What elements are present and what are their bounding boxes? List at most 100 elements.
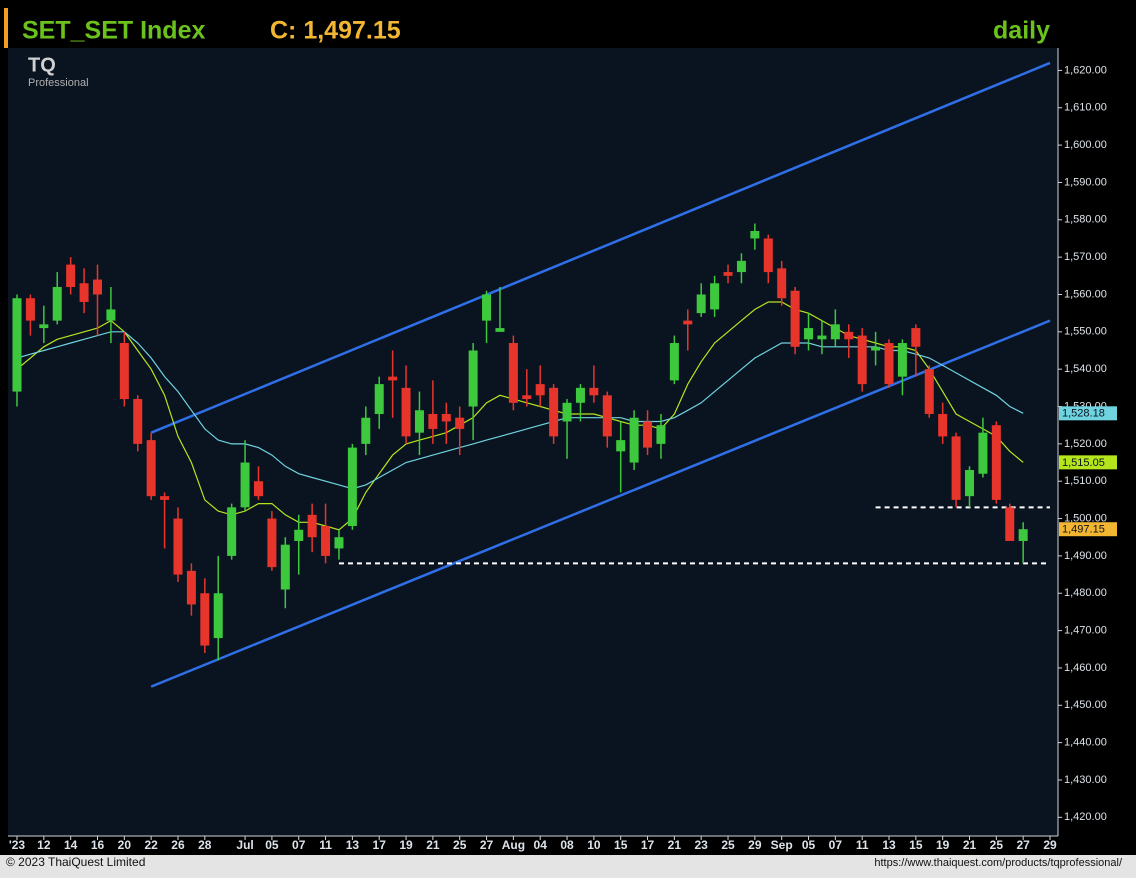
x-tick-label: 05 [265, 838, 279, 852]
moving-average [16, 331, 1024, 490]
y-tick-label: 1,550.00 [1064, 326, 1107, 338]
x-tick-label: '23 [9, 838, 26, 852]
candle-body [388, 376, 398, 381]
candle-body [173, 518, 183, 575]
x-tick-label: 27 [480, 838, 494, 852]
copyright: © 2023 ThaiQuest Limited [6, 855, 145, 869]
candle-body [897, 343, 907, 377]
y-tick-label: 1,490.00 [1064, 550, 1107, 562]
candle-body [200, 593, 210, 646]
footer-bar [0, 855, 1136, 878]
candle-body [750, 230, 760, 239]
candle-body [643, 421, 653, 448]
candle-body [911, 328, 921, 347]
x-tick-label: 13 [882, 838, 896, 852]
candle-body [710, 283, 720, 310]
candle-body [455, 417, 465, 429]
candle-body [790, 290, 800, 347]
x-tick-label: 21 [668, 838, 682, 852]
candle-body [495, 328, 505, 332]
x-tick-label: 19 [399, 838, 413, 852]
candle-body [12, 298, 22, 392]
candle-body [428, 413, 438, 429]
candle-body [616, 440, 626, 452]
candle-body [575, 387, 585, 403]
x-tick-label: 07 [292, 838, 306, 852]
value-label-box [1059, 455, 1117, 470]
x-tick-label: 22 [144, 838, 158, 852]
x-tick-label: 25 [453, 838, 467, 852]
candle-body [160, 496, 170, 500]
candle-body [374, 384, 384, 414]
y-tick-label: 1,450.00 [1064, 699, 1107, 711]
candle-body [361, 417, 371, 444]
value-label: 1,528.18 [1062, 408, 1105, 420]
x-tick-label: 27 [1016, 838, 1030, 852]
x-tick-label: 29 [1043, 838, 1057, 852]
candle-body [669, 343, 679, 381]
candle-body [66, 264, 76, 288]
x-tick-label: 12 [37, 838, 51, 852]
candle-body [656, 425, 666, 444]
x-tick-label: 11 [856, 838, 869, 852]
candle-body [414, 410, 424, 433]
y-tick-label: 1,620.00 [1064, 64, 1107, 76]
x-tick-label: 14 [64, 838, 78, 852]
candle-body [468, 350, 478, 407]
x-tick-label: 10 [587, 838, 601, 852]
candle-body [549, 387, 559, 437]
candle-body [522, 395, 532, 400]
candle-body [535, 384, 545, 396]
y-tick-label: 1,510.00 [1064, 475, 1107, 487]
candle-body [133, 399, 143, 444]
period: daily [993, 17, 1050, 45]
candle-body [280, 544, 290, 590]
x-tick-label: Sep [771, 838, 793, 852]
candle-body [106, 309, 116, 321]
candle-body [240, 462, 250, 508]
y-tick-label: 1,480.00 [1064, 587, 1107, 599]
x-tick-label: 08 [560, 838, 574, 852]
x-tick-label: 23 [695, 838, 709, 852]
candle-body [334, 537, 344, 549]
y-tick-label: 1,420.00 [1064, 811, 1107, 823]
y-tick-label: 1,590.00 [1064, 176, 1107, 188]
candle-body [321, 526, 331, 556]
candle-body [25, 298, 35, 321]
x-tick-label: 05 [802, 838, 816, 852]
candle-body [991, 425, 1001, 500]
candle-body [777, 268, 787, 299]
y-tick-label: 1,460.00 [1064, 662, 1107, 674]
x-tick-label: 04 [534, 838, 548, 852]
y-tick-label: 1,560.00 [1064, 288, 1107, 300]
x-tick-label: 15 [614, 838, 628, 852]
logo-sub: Professional [28, 77, 89, 89]
candle-body [629, 417, 639, 463]
candle-body [1018, 529, 1028, 541]
x-tick-label: 07 [829, 838, 843, 852]
x-tick-label: 28 [198, 838, 212, 852]
url: https://www.thaiquest.com/products/tqpro… [874, 857, 1123, 869]
candle-body [52, 287, 62, 321]
candle-body [978, 432, 988, 474]
candle-body [146, 440, 156, 497]
chart-subtitle: C: 1,497.15 [270, 17, 401, 45]
y-tick-label: 1,580.00 [1064, 214, 1107, 226]
candle-body [965, 470, 975, 497]
y-tick-label: 1,430.00 [1064, 774, 1107, 786]
candle-body [307, 514, 317, 538]
x-tick-label: 26 [171, 838, 185, 852]
moving-average [16, 301, 1024, 531]
candle-body [1005, 507, 1015, 541]
candle-body [938, 413, 948, 437]
candle-body [857, 335, 867, 385]
candle-body [804, 328, 814, 340]
candle-body [884, 343, 894, 385]
candle-body [602, 395, 612, 437]
y-tick-label: 1,520.00 [1064, 438, 1107, 450]
trendline [150, 61, 1051, 434]
value-label: 1,515.05 [1062, 457, 1105, 469]
x-tick-label: 17 [641, 838, 655, 852]
